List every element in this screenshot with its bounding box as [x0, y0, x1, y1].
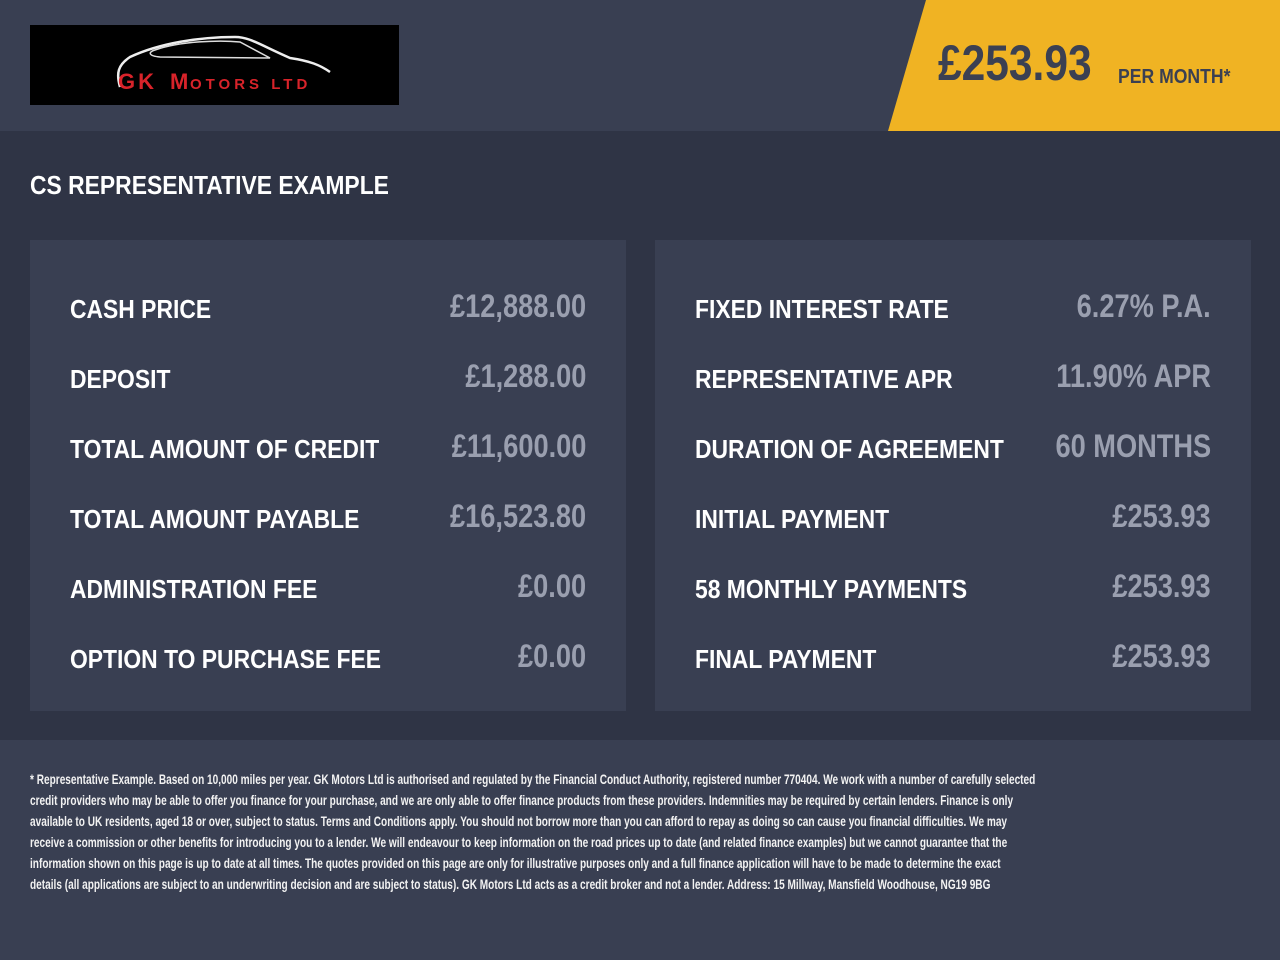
finance-panel-left: CASH PRICE £12,888.00 DEPOSIT £1,288.00 TOTA… — [30, 240, 626, 711]
finance-row: DURATION OF AGREEMENT 60 MONTHS — [695, 428, 1211, 468]
finance-label: REPRESENTATIVE APR — [695, 364, 953, 394]
finance-value: £16,523.80 — [449, 498, 586, 534]
disclaimer-line: credit providers who may be able to offe… — [30, 792, 1014, 808]
finance-value: 11.90% APR — [1056, 358, 1211, 394]
disclaimer-line: information shown on this page is up to … — [30, 855, 1001, 871]
finance-row: REPRESENTATIVE APR 11.90% APR — [695, 358, 1211, 398]
disclaimer-line: * Representative Example. Based on 10,00… — [30, 771, 1036, 787]
finance-label: DURATION OF AGREEMENT — [695, 434, 1004, 464]
finance-label: TOTAL AMOUNT OF CREDIT — [70, 434, 380, 464]
disclaimer-line: details (all applications are subject to… — [30, 876, 991, 892]
finance-row: TOTAL AMOUNT PAYABLE £16,523.80 — [70, 498, 586, 538]
finance-value: £0.00 — [517, 568, 586, 604]
finance-value: 6.27% P.A. — [1076, 288, 1211, 324]
finance-row: 58 MONTHLY PAYMENTS £253.93 — [695, 568, 1211, 608]
finance-row: FIXED INTEREST RATE 6.27% P.A. — [695, 288, 1211, 328]
per-month-label: PER MONTH* — [1118, 66, 1231, 88]
car-silhouette-icon: GK M OTORS LTD — [116, 35, 331, 94]
finance-label: FINAL PAYMENT — [695, 644, 877, 674]
finance-row: TOTAL AMOUNT OF CREDIT £11,600.00 — [70, 428, 586, 468]
finance-value: £253.93 — [1112, 568, 1211, 604]
finance-label: ADMINISTRATION FEE — [70, 574, 318, 604]
finance-value: £253.93 — [1112, 638, 1211, 674]
header: GK M OTORS LTD £253.93 PER MONTH* — [0, 0, 1280, 131]
monthly-price-badge: £253.93 PER MONTH* — [888, 0, 1280, 131]
svg-text:GK: GK — [118, 69, 157, 94]
svg-text:M: M — [170, 69, 188, 94]
finance-value: £12,888.00 — [449, 288, 586, 324]
finance-value: £0.00 — [517, 638, 586, 674]
finance-panel-right: FIXED INTEREST RATE 6.27% P.A. REPRESENTAT… — [655, 240, 1251, 711]
finance-label: OPTION TO PURCHASE FEE — [70, 644, 382, 674]
finance-row: CASH PRICE £12,888.00 — [70, 288, 586, 328]
finance-label: 58 MONTHLY PAYMENTS — [695, 574, 968, 604]
finance-row: OPTION TO PURCHASE FEE £0.00 — [70, 638, 586, 678]
disclaimer-footer: * Representative Example. Based on 10,00… — [0, 740, 1280, 960]
finance-value: £11,600.00 — [451, 428, 586, 464]
finance-row: INITIAL PAYMENT £253.93 — [695, 498, 1211, 538]
finance-value: £253.93 — [1112, 498, 1211, 534]
finance-label: TOTAL AMOUNT PAYABLE — [70, 504, 360, 534]
gk-motors-logo[interactable]: GK M OTORS LTD — [30, 25, 399, 105]
finance-label: INITIAL PAYMENT — [695, 504, 890, 534]
finance-label: DEPOSIT — [70, 364, 171, 394]
finance-row: DEPOSIT £1,288.00 — [70, 358, 586, 398]
disclaimer-line: receive a commission or other benefits f… — [30, 834, 1008, 850]
monthly-price: £253.93 — [938, 35, 1092, 91]
finance-value: £1,288.00 — [464, 358, 586, 394]
finance-row: FINAL PAYMENT £253.93 — [695, 638, 1211, 678]
finance-label: FIXED INTEREST RATE — [695, 294, 949, 324]
disclaimer-line: available to UK residents, aged 18 or ov… — [30, 813, 1008, 829]
finance-row: ADMINISTRATION FEE £0.00 — [70, 568, 586, 608]
finance-value: 60 MONTHS — [1055, 428, 1211, 464]
finance-label: CASH PRICE — [70, 294, 212, 324]
page-title: CS REPRESENTATIVE EXAMPLE — [30, 170, 389, 200]
svg-text:OTORS LTD: OTORS LTD — [190, 76, 311, 93]
